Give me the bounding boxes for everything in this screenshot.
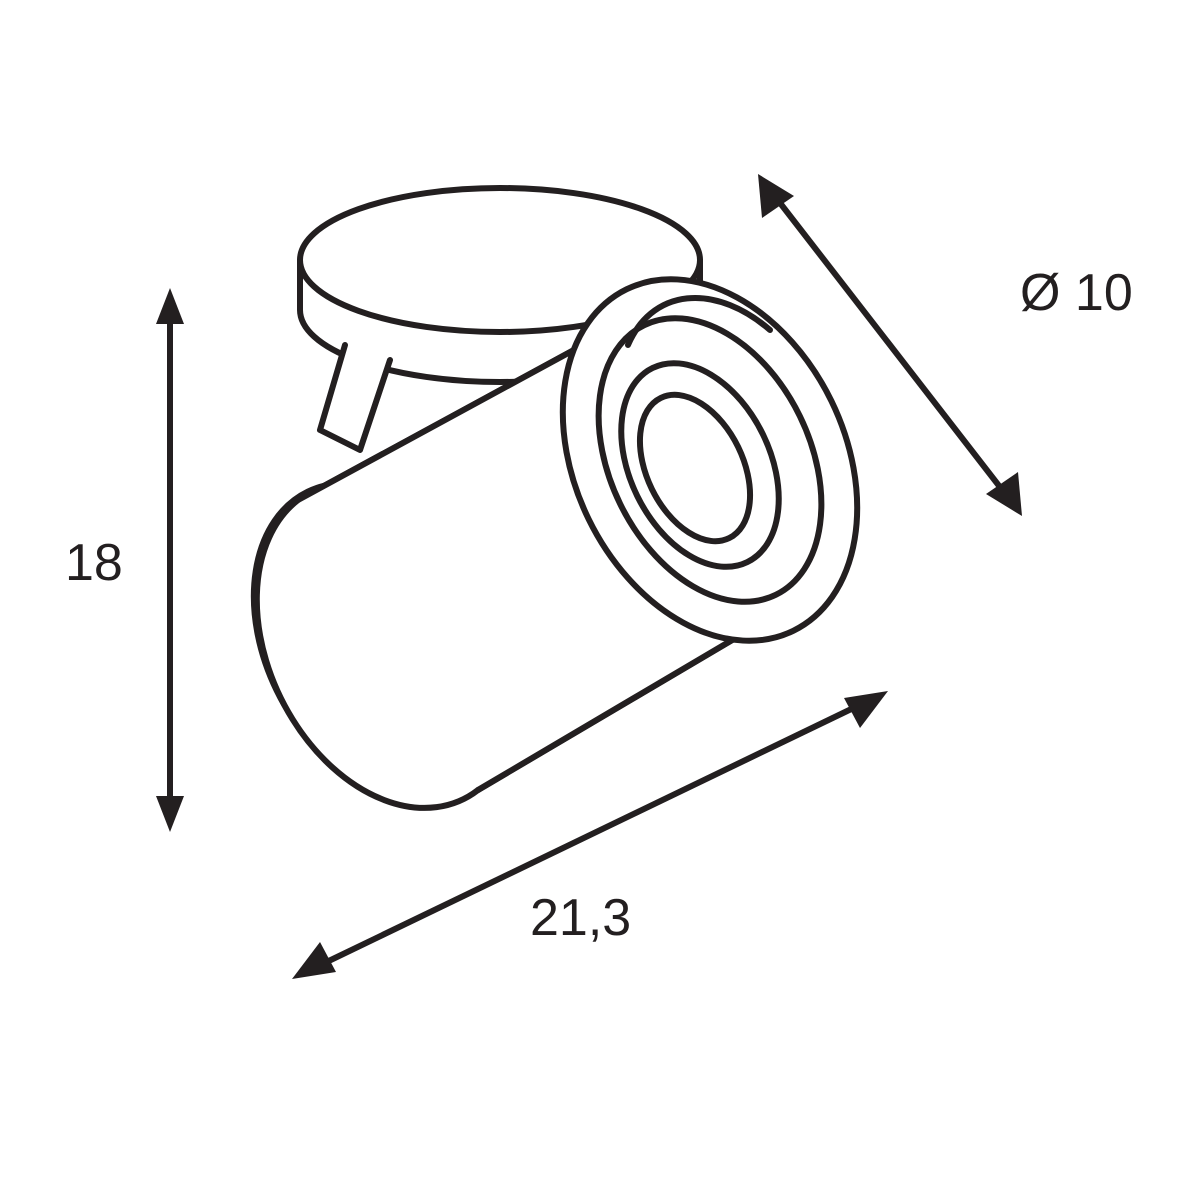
stem	[320, 345, 390, 450]
dimension-height	[156, 288, 184, 832]
label-height: 18	[65, 534, 123, 592]
spotlight-object	[204, 188, 914, 839]
label-length: 21,3	[530, 889, 631, 947]
technical-drawing: 18 21,3 Ø 10	[0, 0, 1200, 1200]
label-diameter: Ø 10	[1020, 264, 1133, 322]
